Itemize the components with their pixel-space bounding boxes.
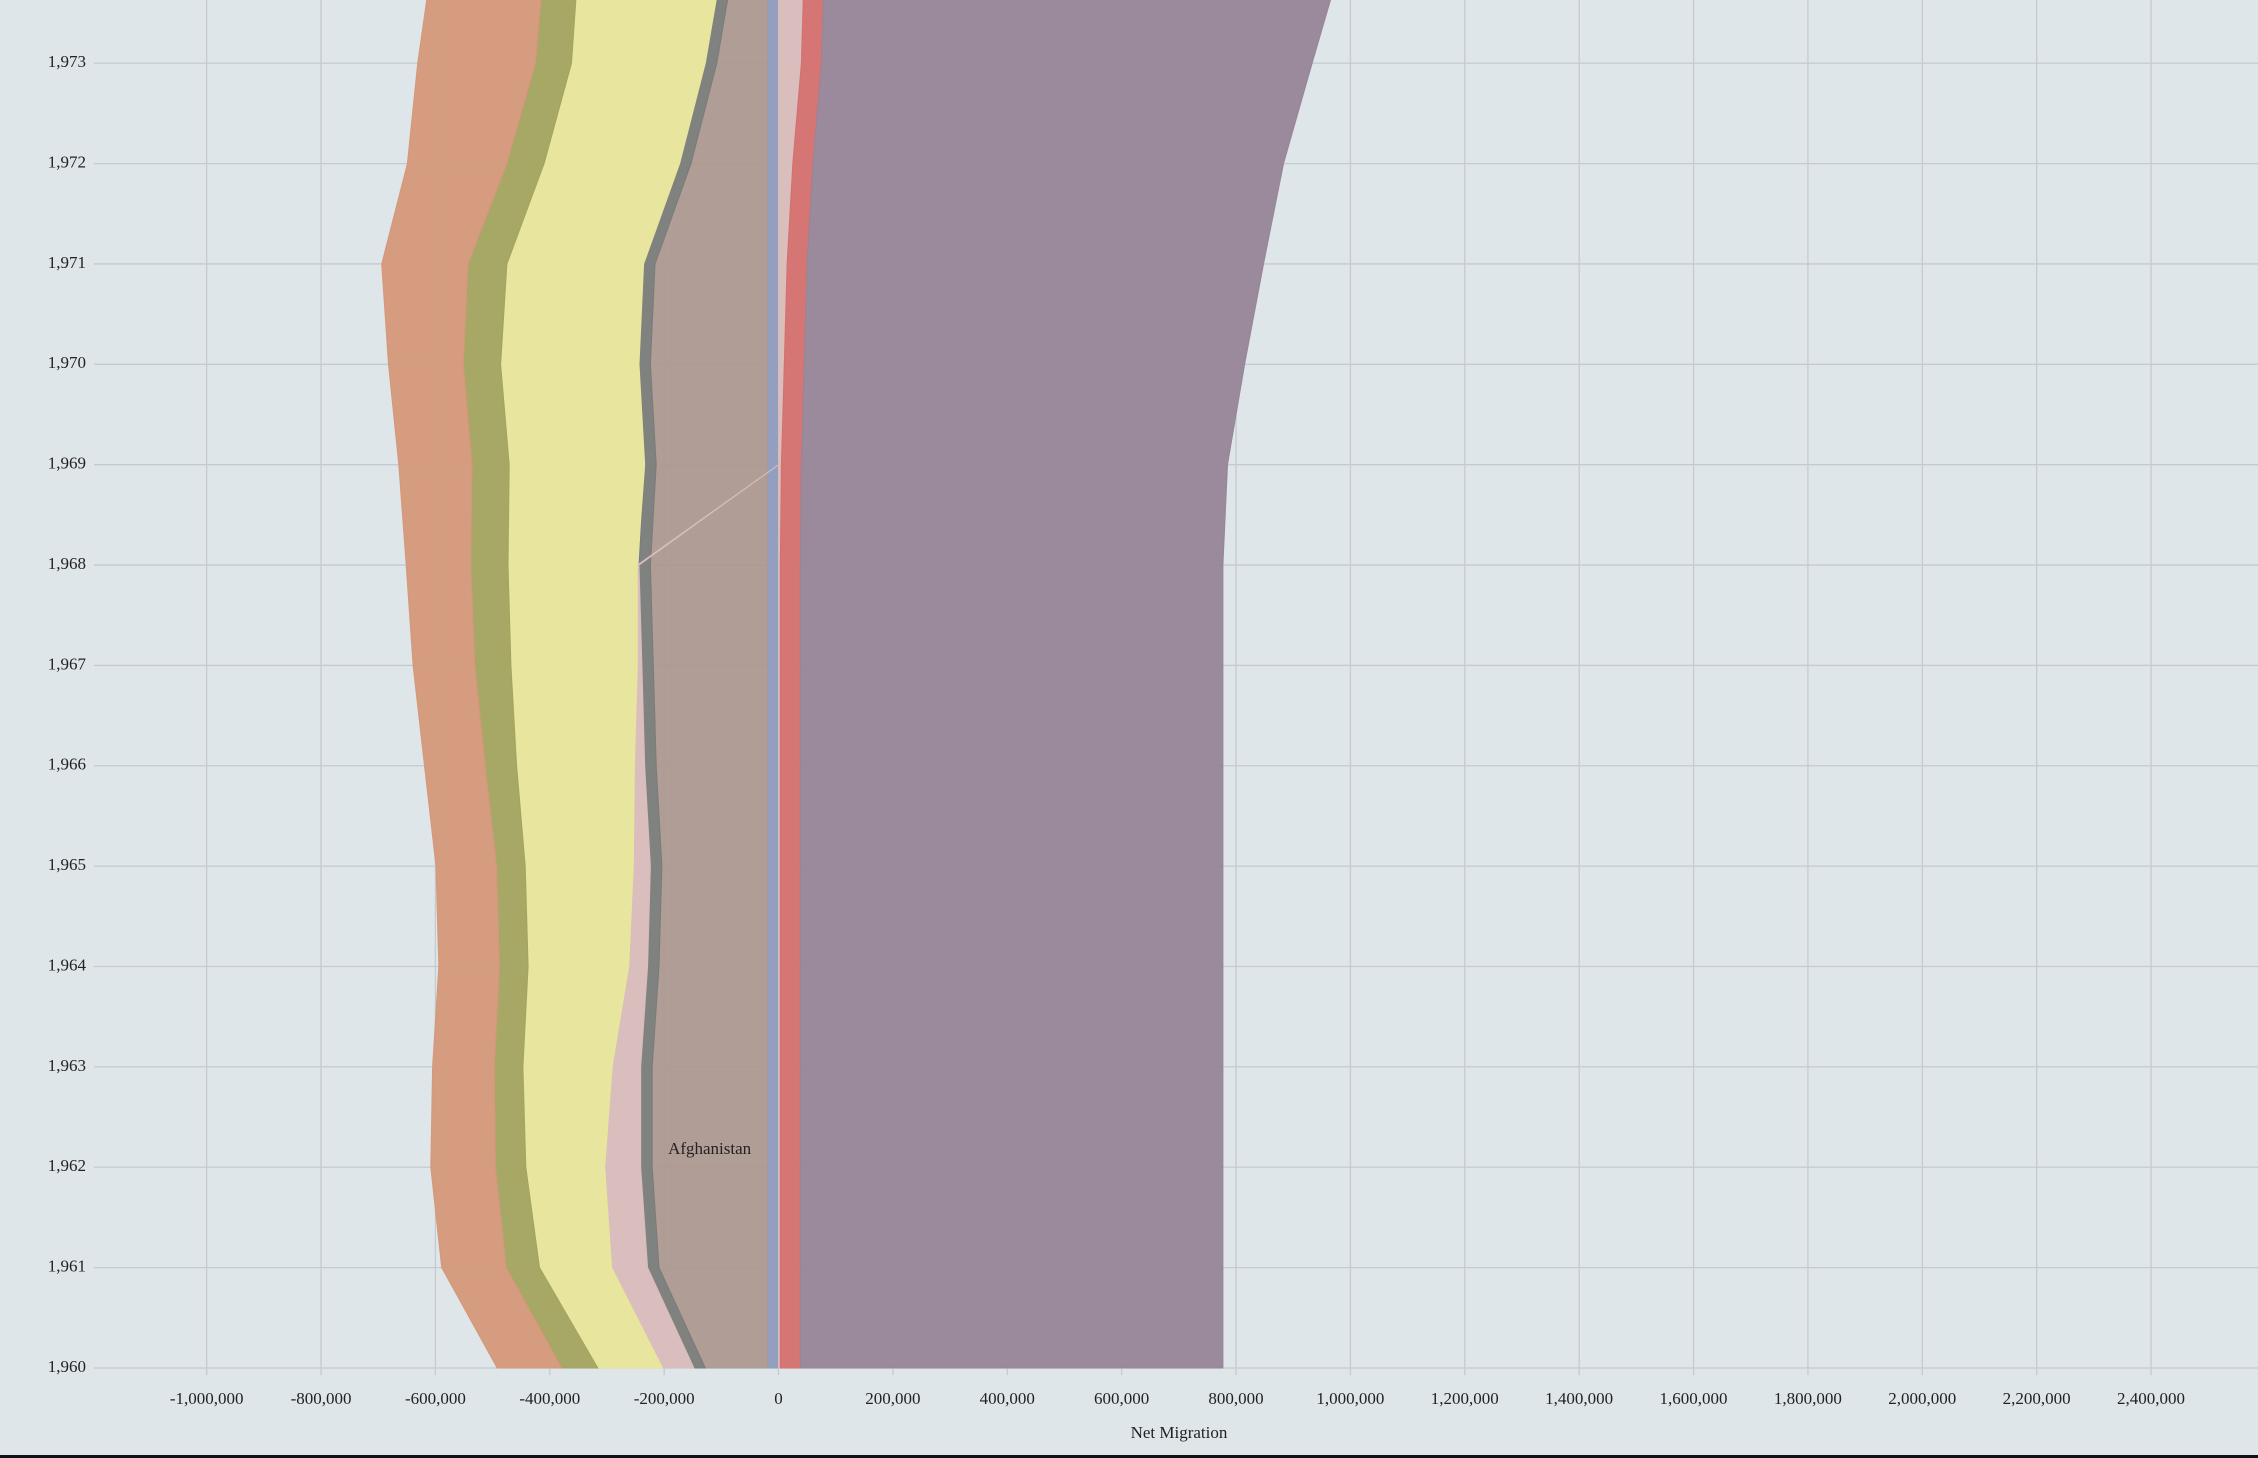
y-tick-label: 1,972 (48, 153, 86, 172)
x-tick-label: 1,400,000 (1545, 1389, 1613, 1408)
x-tick-label: 1,600,000 (1660, 1389, 1728, 1408)
x-tick-label: 2,000,000 (1888, 1389, 1956, 1408)
area (799, 0, 1332, 1369)
x-tick-label: 600,000 (1094, 1389, 1149, 1408)
y-tick-label: 1,964 (48, 955, 87, 974)
y-tick-label: 1,962 (48, 1156, 86, 1175)
area (766, 0, 779, 1369)
y-tick-label: 1,969 (48, 454, 86, 473)
x-tick-label: 800,000 (1208, 1389, 1263, 1408)
x-tick-label: 400,000 (980, 1389, 1035, 1408)
y-tick-label: 1,968 (48, 554, 86, 573)
y-tick-label: 1,965 (48, 855, 86, 874)
series-label: Afghanistan (668, 1139, 752, 1158)
x-tick-label: -800,000 (291, 1389, 352, 1408)
x-tick-label: 2,200,000 (2003, 1389, 2071, 1408)
y-tick-label: 1,973 (48, 52, 86, 71)
x-tick-label: -1,000,000 (170, 1389, 244, 1408)
labels: -1,000,000 -800,000 -600,000 -400,000 -200,0… (48, 52, 2185, 1408)
y-tick-label: 1,961 (48, 1257, 86, 1276)
plot-area (381, 0, 1332, 1369)
area (381, 0, 563, 1369)
x-tick-label: 2,400,000 (2117, 1389, 2185, 1408)
y-tick-label: 1,963 (48, 1056, 86, 1075)
x-tick-label: 1,200,000 (1431, 1389, 1499, 1408)
x-tick-label: 0 (774, 1389, 783, 1408)
y-tick-label: 1,960 (48, 1357, 86, 1376)
x-tick-label: 1,000,000 (1316, 1389, 1384, 1408)
x-axis-title: Net Migration (1131, 1423, 1228, 1442)
x-tick-label: -400,000 (519, 1389, 580, 1408)
bottom-border (0, 1455, 2258, 1458)
y-tick-label: 1,970 (48, 353, 86, 372)
x-tick-label: -600,000 (405, 1389, 466, 1408)
y-tick-label: 1,966 (48, 755, 86, 774)
y-tick-label: 1,967 (48, 654, 87, 673)
x-tick-label: 200,000 (865, 1389, 920, 1408)
y-tick-label: 1,971 (48, 253, 86, 272)
x-tick-label: -200,000 (634, 1389, 695, 1408)
x-tick-label: 1,800,000 (1774, 1389, 1842, 1408)
